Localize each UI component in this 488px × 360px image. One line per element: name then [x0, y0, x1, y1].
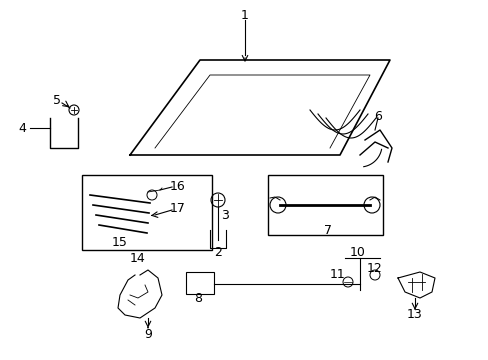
- Text: 10: 10: [349, 246, 365, 258]
- Bar: [185, 272, 214, 294]
- Text: 15: 15: [112, 235, 128, 248]
- Text: 12: 12: [366, 261, 382, 274]
- Text: 6: 6: [373, 109, 381, 122]
- Text: 3: 3: [221, 208, 228, 221]
- Bar: [82, 175, 212, 250]
- Text: 4: 4: [18, 122, 26, 135]
- Text: 8: 8: [194, 292, 202, 305]
- Text: 13: 13: [407, 309, 422, 321]
- Text: 17: 17: [170, 202, 185, 215]
- Text: 14: 14: [130, 252, 145, 265]
- Text: 2: 2: [214, 246, 222, 258]
- Text: 5: 5: [53, 94, 61, 107]
- Text: 16: 16: [170, 180, 185, 193]
- Bar: [267, 175, 382, 235]
- Text: 9: 9: [144, 328, 152, 342]
- Text: 1: 1: [241, 9, 248, 22]
- Text: 11: 11: [329, 269, 345, 282]
- Text: 7: 7: [324, 224, 331, 237]
